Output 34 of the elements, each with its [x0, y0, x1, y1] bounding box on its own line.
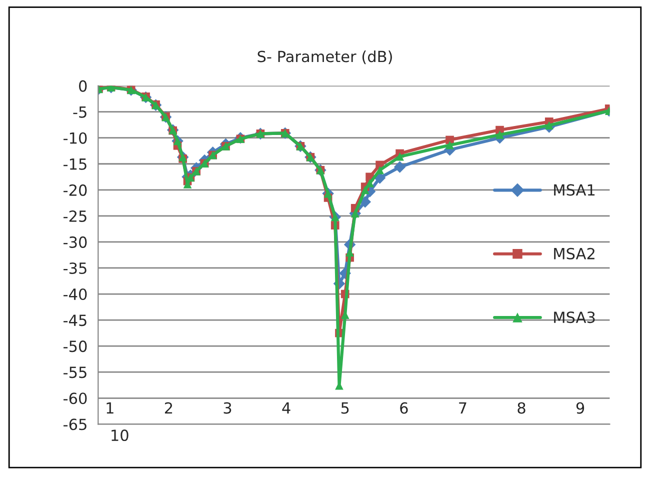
- point: [496, 130, 504, 139]
- y-tick-label: -35: [64, 262, 86, 274]
- x-tick-label: 8: [518, 402, 526, 414]
- x-tick-label: 2: [164, 402, 172, 414]
- y-tick-label: -5: [73, 106, 86, 118]
- y-tick-label: -20: [64, 184, 87, 196]
- point: [360, 186, 370, 194]
- x-tick-label: 6: [400, 402, 408, 414]
- y-tick-label: -40: [64, 288, 87, 300]
- y-tick-label: -50: [64, 340, 87, 352]
- point: [376, 166, 384, 174]
- point: [446, 140, 454, 150]
- chart-title: S- Parameter (dB): [258, 50, 392, 64]
- point: [544, 121, 554, 130]
- x-tick-label: 3: [224, 402, 232, 414]
- x-tick-label: 4: [282, 402, 290, 414]
- y-tick-label: -45: [64, 314, 86, 326]
- point: [396, 152, 404, 161]
- y-tick-label: 0: [79, 80, 87, 92]
- y-tick-label: -65: [64, 418, 86, 430]
- y-tick-label: -15: [64, 158, 86, 170]
- text: 10: [112, 430, 128, 442]
- x-tick-label: 9: [576, 402, 584, 414]
- x-tick-label: 1: [106, 402, 114, 414]
- x-tick-label: 5: [341, 402, 349, 414]
- y-tick-label: -55: [64, 366, 86, 378]
- y-tick-label: -60: [64, 392, 87, 404]
- y-tick-label: -30: [64, 236, 87, 248]
- y-tick-label: -25: [64, 210, 86, 222]
- x-tick-label: 7: [459, 402, 466, 414]
- y-tick-label: -10: [64, 132, 87, 144]
- point: [394, 161, 406, 173]
- point: [366, 178, 374, 188]
- legend-label: MSA2: [554, 248, 594, 260]
